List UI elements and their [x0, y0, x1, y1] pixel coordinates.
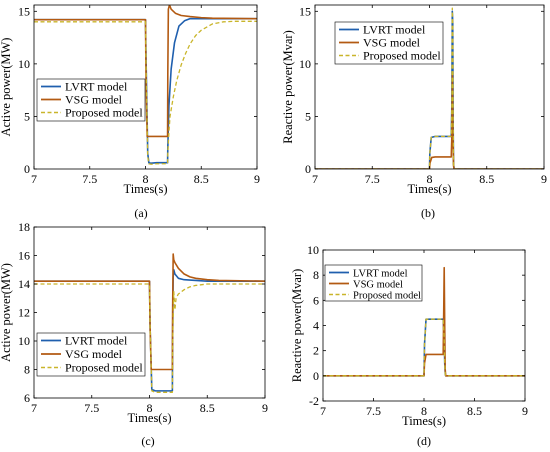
x-tick-label: 7.5: [82, 172, 97, 186]
legend-label-lvrt: LVRT model: [65, 80, 128, 94]
legend-label-vsg: VSG model: [65, 93, 123, 107]
y-tick-label: -2: [309, 394, 319, 408]
series-line-proposed: [315, 7, 544, 169]
y-axis-label: Active power(MW): [0, 38, 13, 137]
y-tick-label: 6: [24, 391, 30, 405]
y-tick-label: 0: [24, 162, 30, 176]
panel-caption: (b): [421, 206, 435, 220]
panel-b: 7 7.5 8 8.5 9 0 5 10 15 Times(s) Reactive power(Mv…: [281, 4, 547, 220]
y-tick-label: 10: [18, 334, 30, 348]
y-tick-label: 14: [18, 277, 30, 291]
plot-area: [323, 266, 525, 377]
x-tick-label: 9: [262, 401, 268, 415]
x-tick-label: 8: [143, 172, 149, 186]
y-tick-label: 15: [18, 4, 30, 18]
y-tick-label: 5: [24, 109, 30, 123]
legend-label-lvrt: LVRT model: [353, 269, 408, 280]
legend-label-vsg: VSG model: [65, 347, 123, 361]
series-line-proposed: [34, 20, 257, 165]
y-tick-label: 16: [18, 249, 30, 263]
y-tick-label: 10: [299, 57, 311, 71]
legend-label-proposed: Proposed model: [353, 291, 421, 302]
x-tick-label: 8.5: [194, 172, 209, 186]
x-tick-label: 9: [254, 172, 260, 186]
plot-area: [34, 5, 257, 165]
y-axis-label: Reactive power(Mvar): [281, 30, 295, 144]
legend-label-proposed: Proposed model: [65, 106, 143, 120]
x-axis-label: Times(s): [128, 411, 172, 425]
panel-caption: (c): [141, 434, 154, 448]
y-tick-label: 0: [305, 162, 311, 176]
y-tick-label: 12: [18, 306, 30, 320]
legend-label-lvrt: LVRT model: [65, 334, 128, 348]
x-tick-label: 7: [31, 401, 37, 415]
y-tick-label: 2: [313, 344, 319, 358]
y-tick-label: 4: [313, 319, 319, 333]
y-tick-label: 8: [24, 363, 30, 377]
x-tick-label: 7: [320, 404, 326, 418]
panel-a: 7 7.5 8 8.5 9 0 5 10 15 Times(s) Active power(MW) L…: [0, 4, 260, 220]
series-line-vsg: [315, 73, 544, 169]
y-tick-label: 0: [313, 369, 319, 383]
y-tick-label: 10: [18, 57, 30, 71]
y-tick-label: 5: [305, 109, 311, 123]
x-axis-label: Times(s): [402, 414, 446, 428]
legend-label-vsg: VSG model: [363, 36, 421, 50]
x-tick-label: 8: [147, 401, 153, 415]
x-tick-label: 7.5: [365, 172, 380, 186]
x-tick-label: 8.5: [200, 401, 215, 415]
panel-d: 7 7.5 8 8.5 9 -2 0 2 4 6 8 10 Times(s) Reactive power…: [290, 243, 528, 448]
series-line-vsg: [34, 253, 265, 371]
x-tick-label: 8.5: [467, 404, 482, 418]
y-axis-label: Active power(MW): [0, 263, 13, 362]
plot-area: [315, 7, 544, 169]
x-tick-label: 7.5: [84, 401, 99, 415]
x-tick-label: 8: [421, 404, 427, 418]
y-axis-label: Reactive power(Mvar): [290, 269, 304, 383]
y-tick-label: 18: [18, 220, 30, 234]
plot-area: [34, 253, 265, 393]
x-tick-label: 9: [541, 172, 547, 186]
x-axis-label: Times(s): [124, 182, 168, 196]
legend-label-vsg: VSG model: [353, 280, 403, 291]
y-tick-label: 8: [313, 268, 319, 282]
y-tick-label: 10: [307, 243, 319, 257]
panel-caption: (d): [417, 434, 431, 448]
panel-c: 7 7.5 8 8.5 9 6 8 10 12 14 16 18 Times(s) Active powe…: [0, 220, 268, 448]
y-tick-label: 6: [313, 293, 319, 307]
panel-caption: (a): [134, 206, 147, 220]
y-tick-label: 15: [299, 4, 311, 18]
x-tick-label: 8.5: [479, 172, 494, 186]
x-tick-label: 7.5: [366, 404, 381, 418]
series-line-proposed: [323, 318, 525, 377]
series-line-proposed: [34, 283, 265, 393]
x-tick-label: 7: [31, 172, 37, 186]
x-tick-label: 7: [312, 172, 318, 186]
x-tick-label: 9: [522, 404, 528, 418]
x-tick-label: 8: [427, 172, 433, 186]
legend-label-proposed: Proposed model: [65, 361, 143, 375]
legend-label-proposed: Proposed model: [363, 49, 441, 63]
x-axis-label: Times(s): [408, 182, 452, 196]
legend-label-lvrt: LVRT model: [363, 23, 426, 37]
